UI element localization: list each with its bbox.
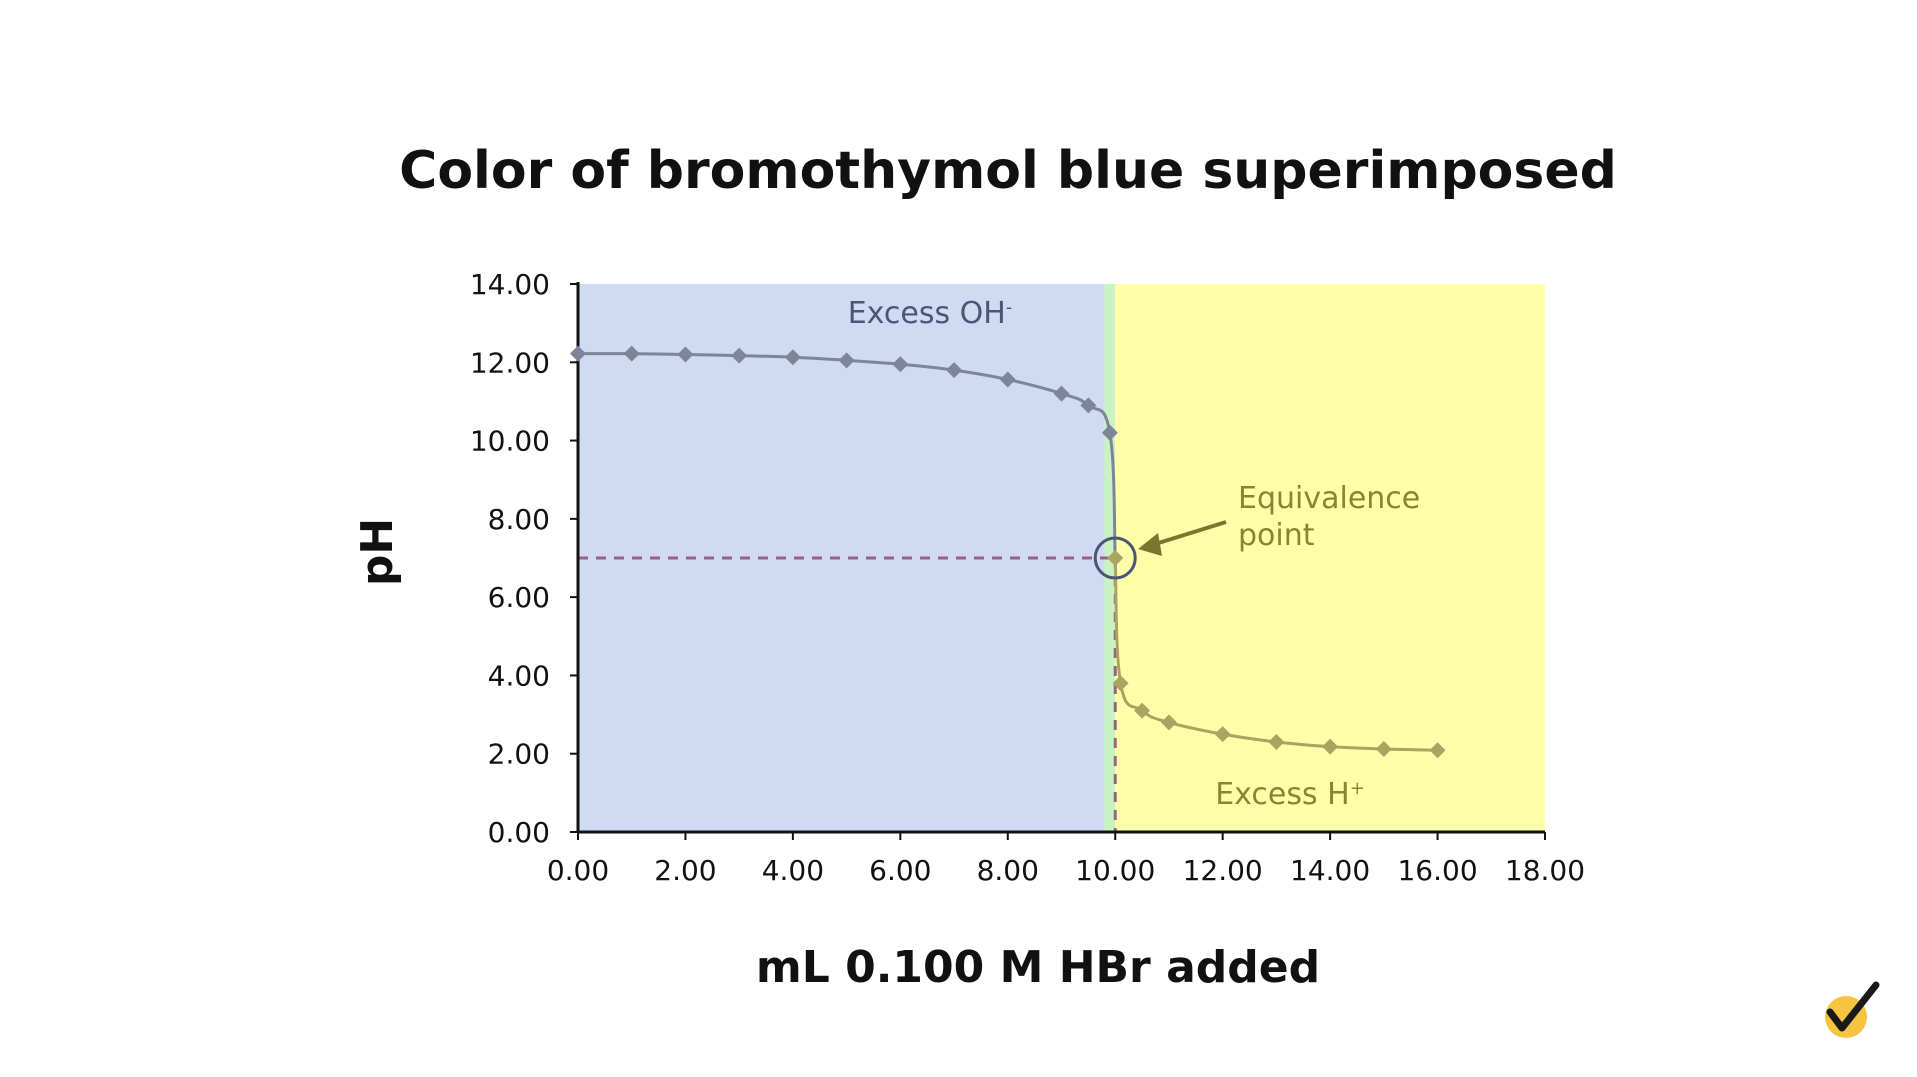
equivalence-label-line1: Equivalence — [1238, 481, 1420, 516]
data-point — [1080, 397, 1097, 414]
data-point — [946, 362, 963, 379]
region-label-0: Excess OH- — [848, 296, 1013, 331]
x-tick-label: 16.00 — [1397, 854, 1477, 887]
data-point — [1268, 733, 1285, 750]
data-point — [1322, 738, 1339, 755]
x-axis-ticks: 0.00 2.00 4.00 6.00 8.00 10.00 12.00 14.00 16.00… — [547, 832, 1585, 887]
data-point — [1101, 424, 1118, 441]
y-axis-ticks: 0.00 2.00 4.00 6.00 8.00 10.00 12.00 14.00 — [470, 268, 578, 849]
data-point — [1053, 385, 1070, 402]
check-circle-icon — [1825, 981, 1880, 1038]
y-tick-label: 8.00 — [488, 503, 550, 536]
region-label-2: Excess H+ — [1215, 777, 1365, 812]
x-tick-label: 4.00 — [762, 854, 824, 887]
annotation-arrow-shaft — [1151, 520, 1227, 547]
data-point — [1429, 742, 1446, 759]
x-axis-label: mL 0.100 M HBr added — [756, 942, 1320, 993]
equivalence-circle — [1093, 536, 1137, 580]
x-tick-label: 8.00 — [977, 854, 1039, 887]
data-point — [1160, 714, 1177, 731]
x-tick-label: 6.00 — [869, 854, 931, 887]
data-point — [570, 345, 586, 362]
data-point — [1375, 741, 1392, 758]
data-point — [623, 345, 640, 362]
data-point — [1134, 702, 1151, 719]
y-tick-label: 10.00 — [470, 425, 550, 458]
x-tick-label: 18.00 — [1505, 854, 1585, 887]
data-markers — [570, 345, 1446, 759]
x-tick-label: 12.00 — [1183, 854, 1263, 887]
data-point — [1107, 550, 1124, 566]
x-tick-label: 0.00 — [547, 854, 609, 887]
axes — [576, 282, 1545, 834]
x-tick-label: 2.00 — [654, 854, 716, 887]
data-point — [1214, 726, 1231, 743]
y-axis-label: pH — [352, 518, 403, 586]
data-point — [784, 349, 801, 366]
data-point — [731, 347, 748, 364]
data-point — [1112, 675, 1129, 692]
y-tick-label: 2.00 — [488, 738, 550, 771]
y-tick-label: 12.00 — [470, 346, 550, 379]
x-tick-label: 10.00 — [1075, 854, 1155, 887]
y-tick-label: 4.00 — [488, 659, 550, 692]
equivalence-label-line2: point — [1238, 518, 1315, 553]
y-tick-label: 0.00 — [488, 816, 550, 849]
x-tick-label: 14.00 — [1290, 854, 1370, 887]
annotation-arrow-head — [1138, 533, 1162, 556]
data-point — [677, 346, 694, 363]
region-labels: Excess OH- Excess H+ — [848, 296, 1365, 812]
data-point — [838, 352, 855, 369]
y-tick-label: 14.00 — [470, 268, 550, 301]
data-point — [892, 356, 909, 373]
y-tick-label: 6.00 — [488, 581, 550, 614]
chart-title: Color of bromothymol blue superimposed — [399, 141, 1617, 201]
data-point — [999, 371, 1016, 388]
